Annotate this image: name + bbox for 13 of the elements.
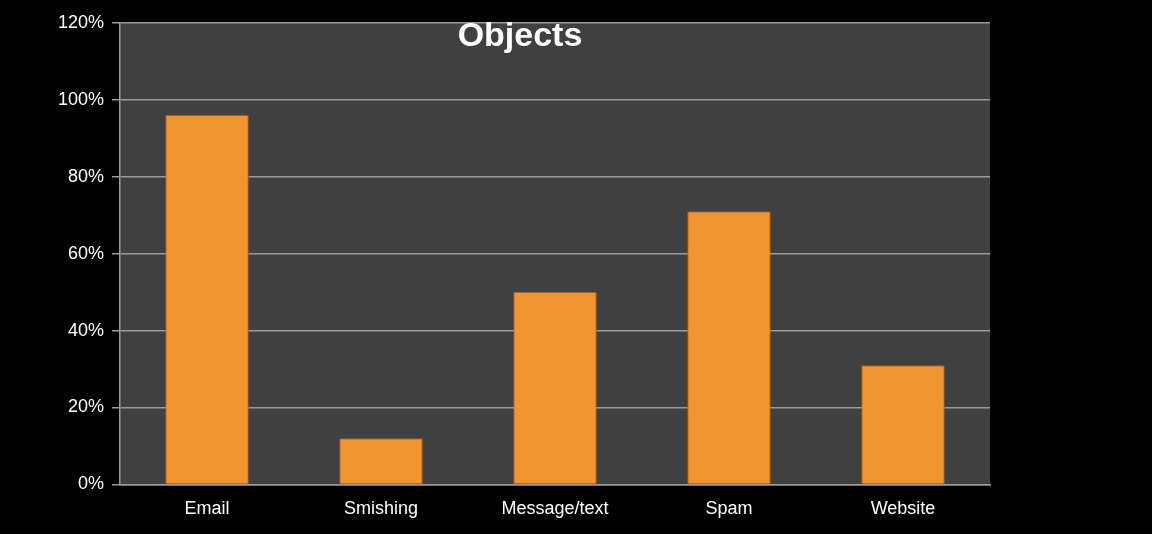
chart-title: Objects bbox=[457, 14, 583, 53]
x-tick-label: Spam bbox=[705, 498, 753, 519]
x-tick-label: Email bbox=[184, 498, 230, 519]
x-tick-label: Message/text bbox=[501, 498, 609, 519]
y-tick-label: 20% bbox=[68, 396, 105, 417]
y-tick-label: 60% bbox=[68, 242, 105, 263]
y-tick-label: 80% bbox=[68, 165, 105, 186]
y-tick-label: 120% bbox=[57, 11, 105, 32]
y-tick-label: 40% bbox=[68, 319, 105, 340]
y-tick-label: 0% bbox=[78, 473, 105, 494]
x-tick-label: Smishing bbox=[344, 498, 419, 519]
y-tick-label: 100% bbox=[57, 88, 105, 109]
x-tick-label: Website bbox=[870, 498, 936, 519]
